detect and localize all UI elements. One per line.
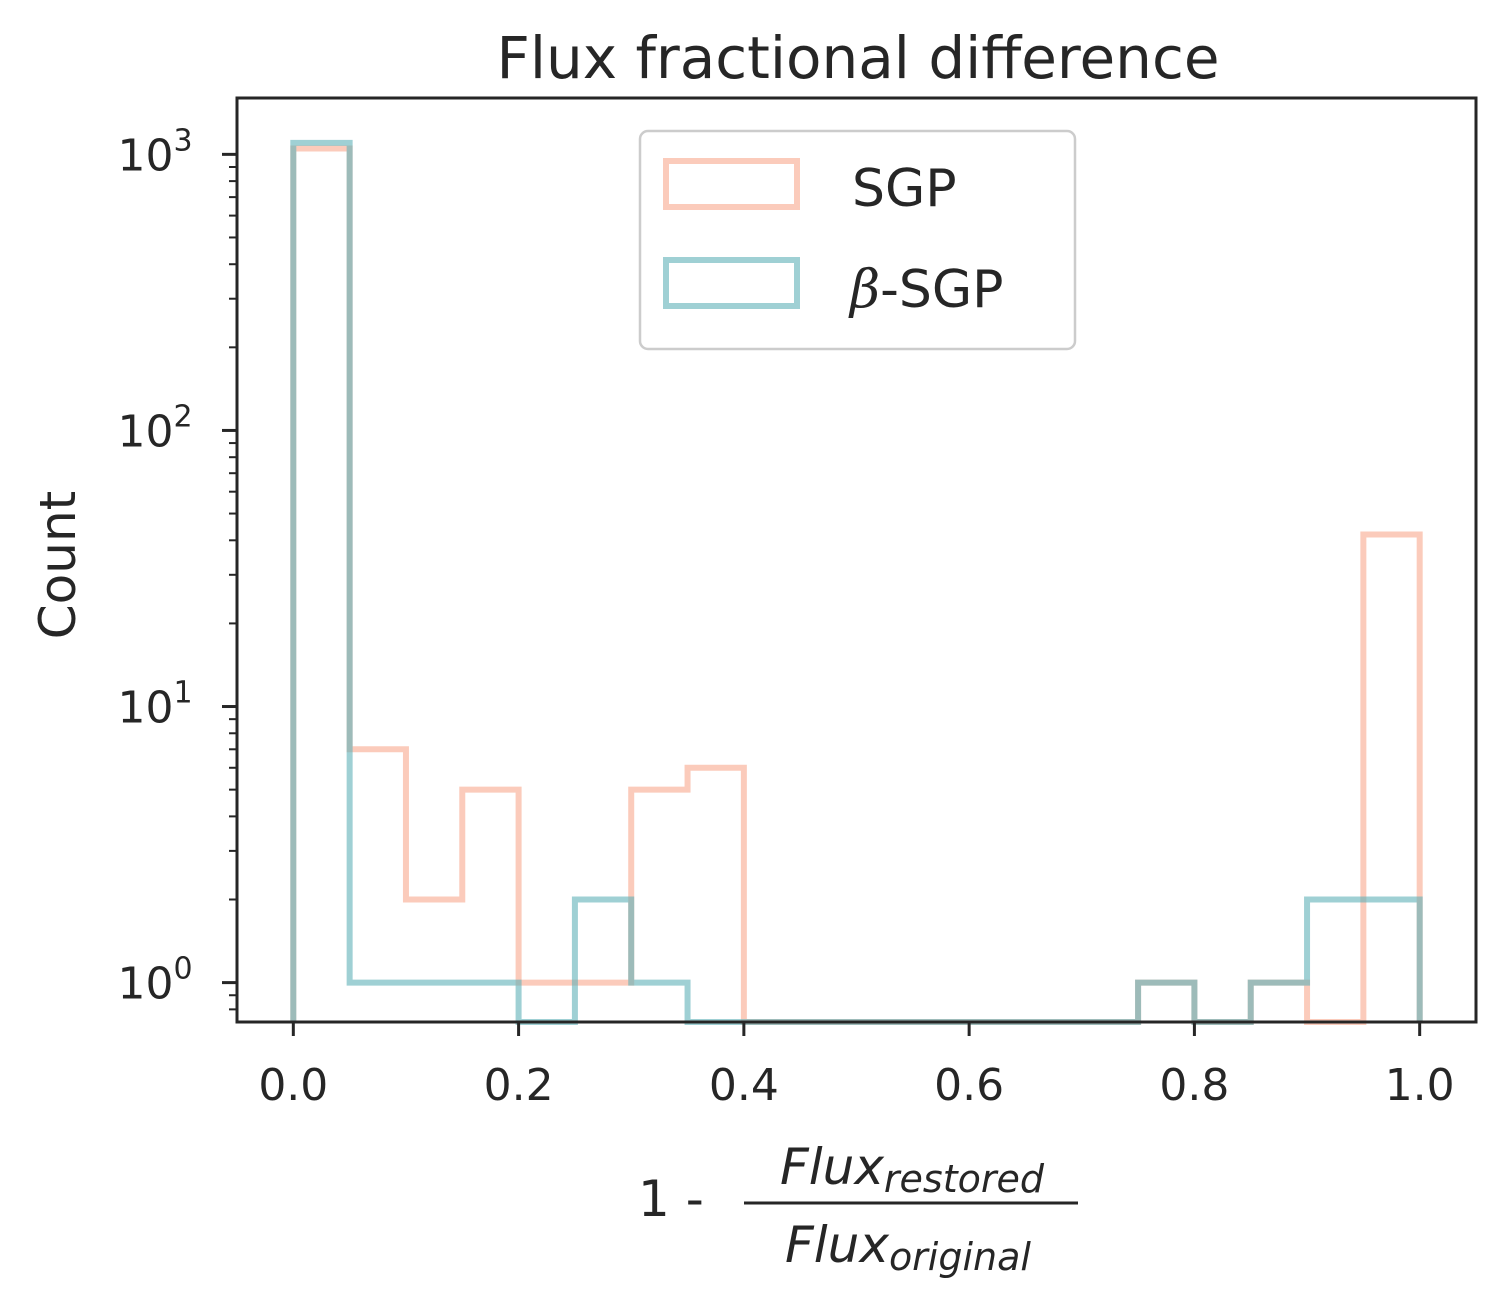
histogram-bin <box>1138 983 1194 1022</box>
y-tick-label: 102 <box>117 399 192 457</box>
histogram-bin <box>1307 900 1363 1022</box>
histogram-bin <box>631 983 687 1022</box>
histogram-bin <box>519 983 575 1022</box>
chart-title: Flux fractional difference <box>496 24 1219 92</box>
legend-beta-symbol: β <box>848 260 880 320</box>
x-axis-label-denominator: Fluxoriginal <box>785 1216 1031 1279</box>
legend-beta-rest: -SGP <box>880 260 1003 320</box>
legend-swatch-beta-sgp <box>663 257 800 309</box>
legend: SGP β-SGP <box>638 129 1077 351</box>
numerator-base: Flux <box>780 1138 884 1196</box>
denominator-subscript: original <box>889 1235 1031 1279</box>
histogram-bin <box>406 983 462 1022</box>
histogram-bin <box>350 983 406 1022</box>
plot-frame <box>235 96 1478 1024</box>
x-tick-label: 0.2 <box>484 1060 554 1111</box>
legend-label-sgp: SGP <box>852 159 957 219</box>
histogram-bin <box>293 143 349 1022</box>
y-axis-label: Count <box>29 491 87 640</box>
histogram-bin <box>575 900 631 1022</box>
x-tick-label: 0.6 <box>934 1060 1004 1111</box>
y-tick-label: 103 <box>117 123 192 181</box>
legend-swatch-sgp <box>663 158 800 210</box>
y-tick-label: 100 <box>117 952 192 1010</box>
legend-label-beta-sgp: β-SGP <box>848 260 1004 320</box>
y-tick-label: 101 <box>117 676 192 734</box>
histogram-bin <box>688 768 744 1022</box>
y-axis-ticks: 100 101 102 103 <box>117 123 237 1011</box>
x-tick-label: 0.8 <box>1159 1060 1229 1111</box>
x-axis-label: 1 - Fluxrestored Fluxoriginal <box>638 1138 1078 1279</box>
x-tick-label: 0.4 <box>709 1060 779 1111</box>
x-tick-label: 1.0 <box>1385 1060 1455 1111</box>
x-tick-label: 0.0 <box>258 1060 328 1111</box>
legend-box <box>638 129 1077 351</box>
x-axis-label-numerator: Fluxrestored <box>780 1138 1045 1201</box>
histogram-bin <box>1363 900 1419 1022</box>
histogram-bin <box>462 983 518 1022</box>
denominator-base: Flux <box>785 1216 889 1274</box>
x-axis-label-prefix: 1 - <box>638 1170 720 1228</box>
histogram-bin <box>1251 983 1307 1022</box>
x-axis-ticks: 0.0 0.2 0.4 0.6 0.8 1.0 <box>258 1022 1455 1111</box>
numerator-subscript: restored <box>884 1157 1045 1201</box>
